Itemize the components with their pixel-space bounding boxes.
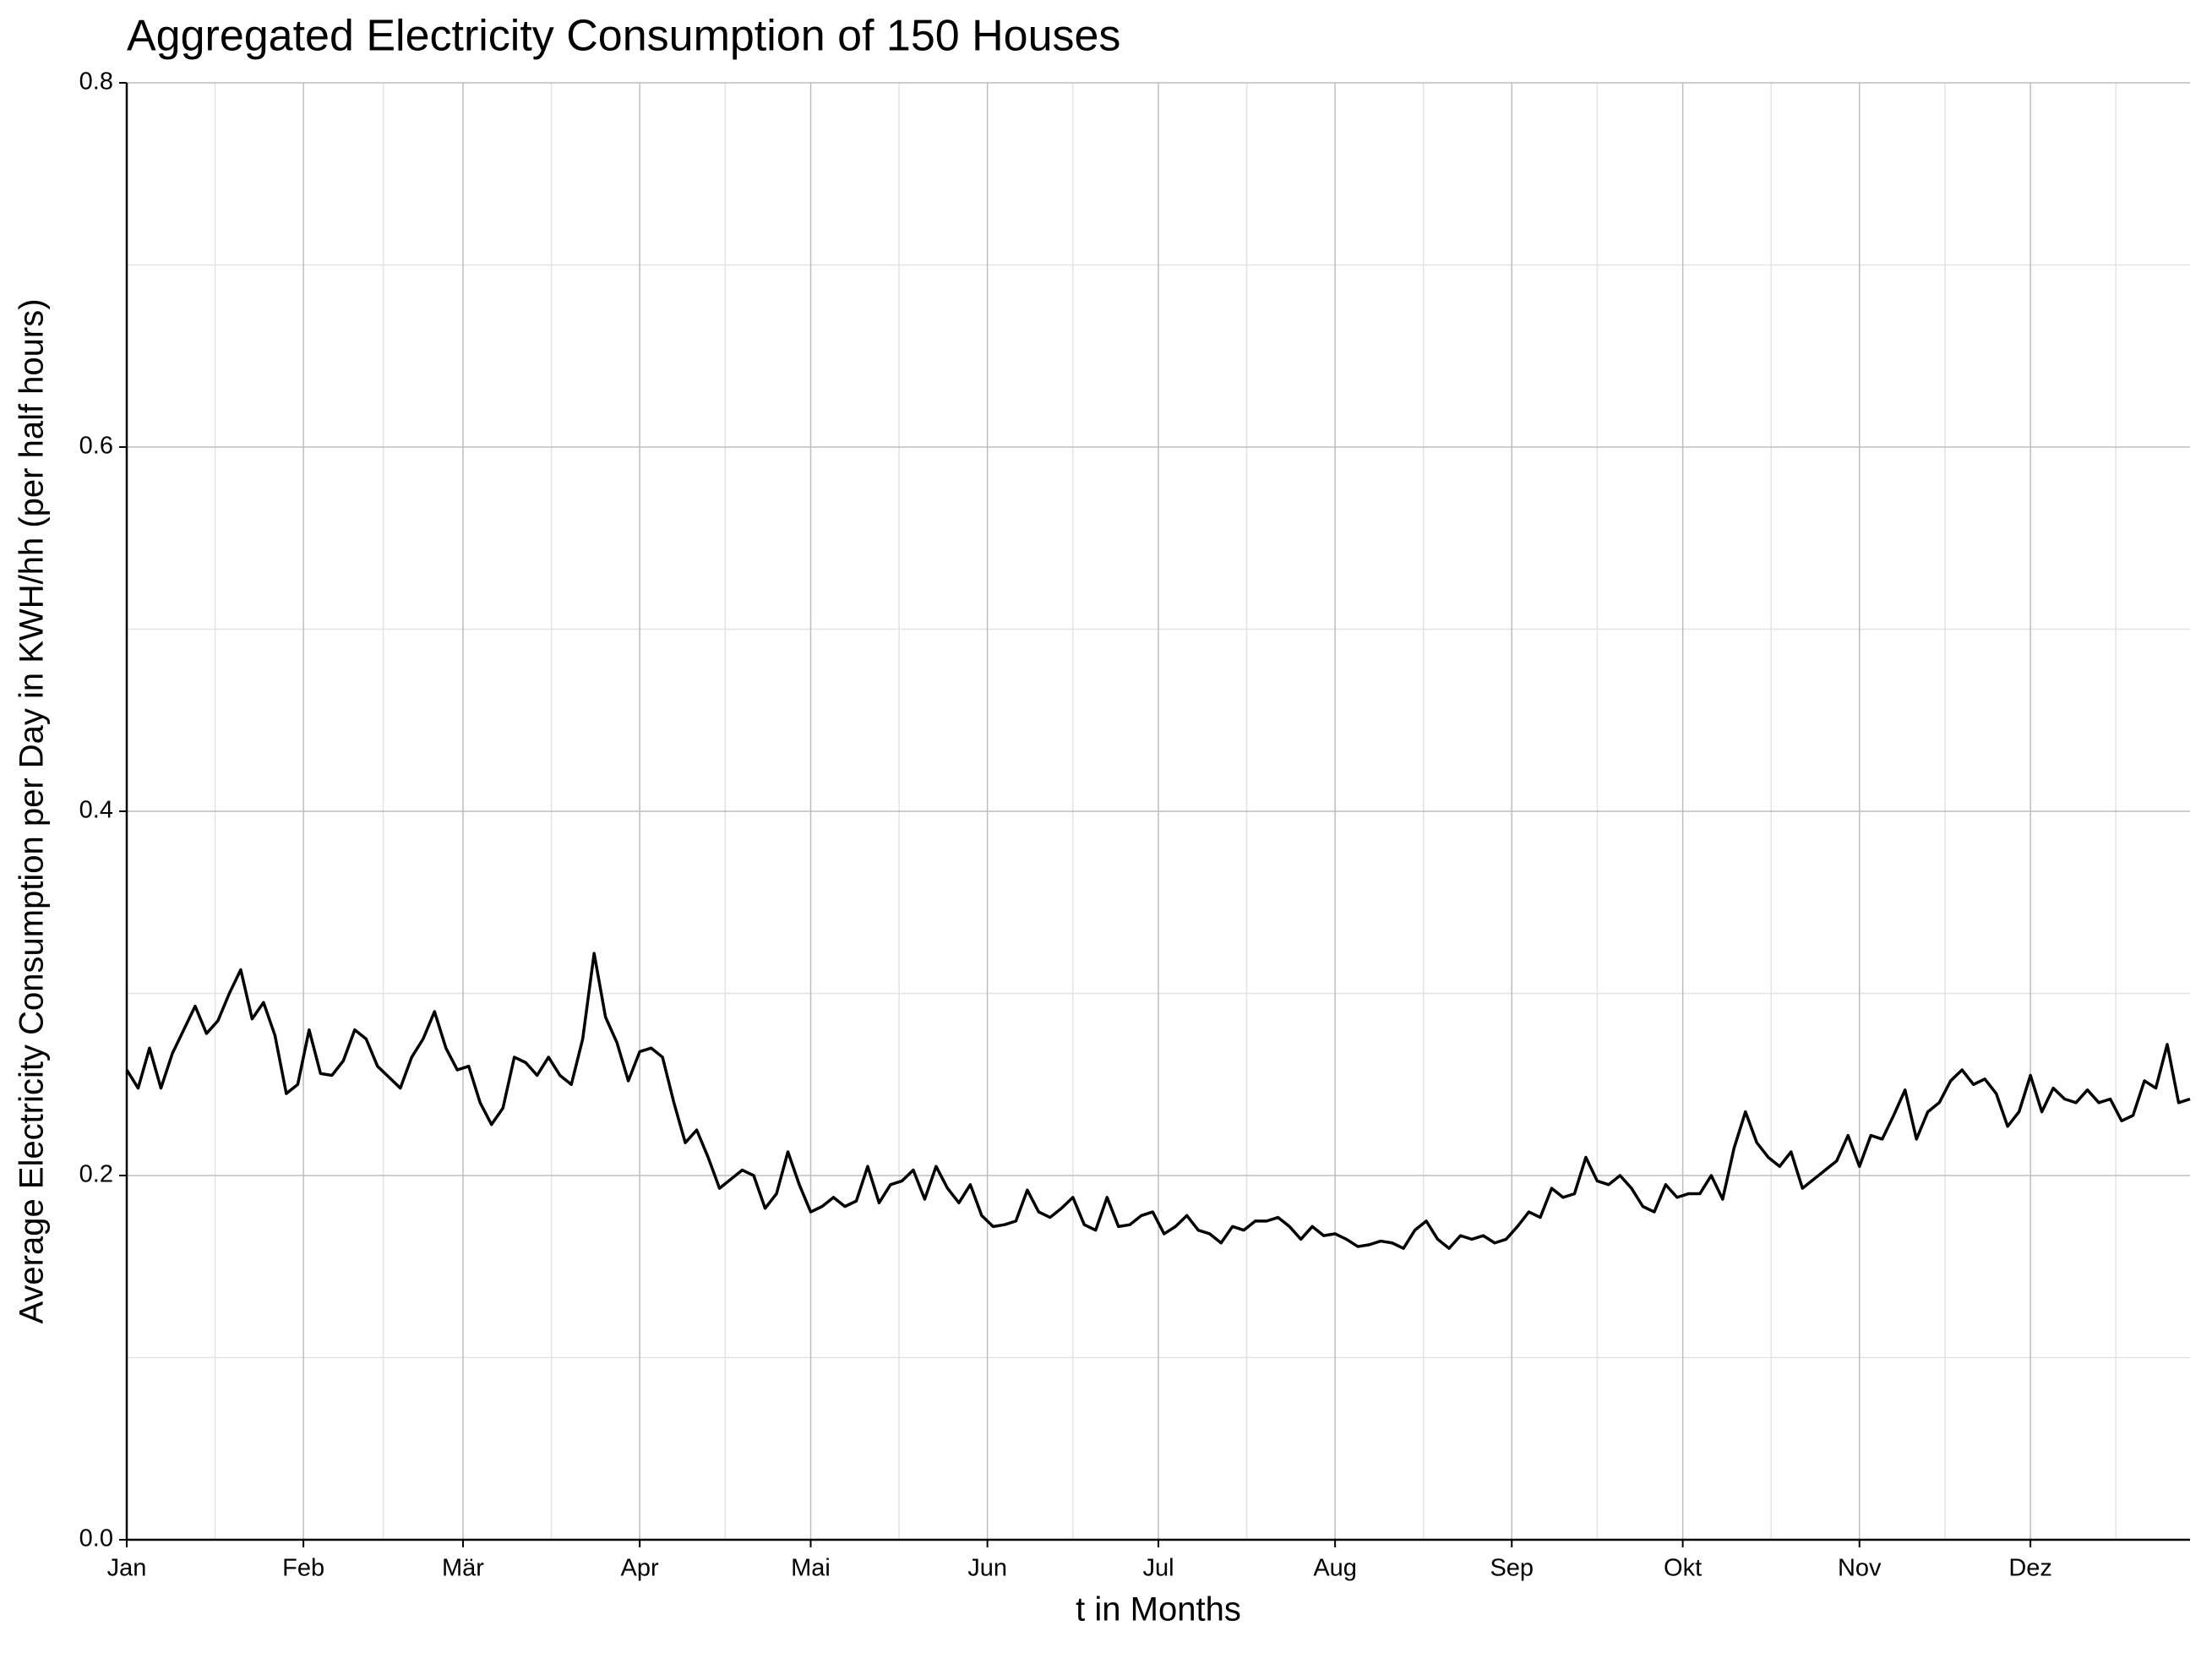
x-tick-label: Jun bbox=[967, 1555, 1007, 1582]
y-tick-label: 0.4 bbox=[79, 797, 113, 824]
x-axis-label: t in Months bbox=[1076, 1591, 1241, 1628]
x-tick-label: Aug bbox=[1313, 1555, 1357, 1582]
x-tick-label: Apr bbox=[621, 1555, 659, 1582]
x-tick-label: Jul bbox=[1142, 1555, 1174, 1582]
x-tick-label: Mai bbox=[791, 1555, 831, 1582]
x-tick-label: Okt bbox=[1664, 1555, 1702, 1582]
y-tick-label: 0.2 bbox=[79, 1161, 113, 1188]
x-tick-label: Mär bbox=[442, 1555, 484, 1582]
x-tick-label: Dez bbox=[2008, 1555, 2052, 1582]
x-tick-label: Sep bbox=[1490, 1555, 1534, 1582]
x-tick-label: Feb bbox=[282, 1555, 324, 1582]
chart-title: Aggregated Electricity Consumption of 15… bbox=[127, 12, 1120, 61]
x-tick-label: Jan bbox=[107, 1555, 147, 1582]
data-line bbox=[125, 952, 2191, 1250]
x-tick-label: Nov bbox=[1838, 1555, 1882, 1582]
y-tick-label: 0.6 bbox=[79, 433, 113, 460]
y-tick-label: 0.0 bbox=[79, 1525, 113, 1552]
y-axis-label: Average Electricity Consumption per Day … bbox=[14, 298, 51, 1323]
y-tick-label: 0.8 bbox=[79, 68, 113, 95]
